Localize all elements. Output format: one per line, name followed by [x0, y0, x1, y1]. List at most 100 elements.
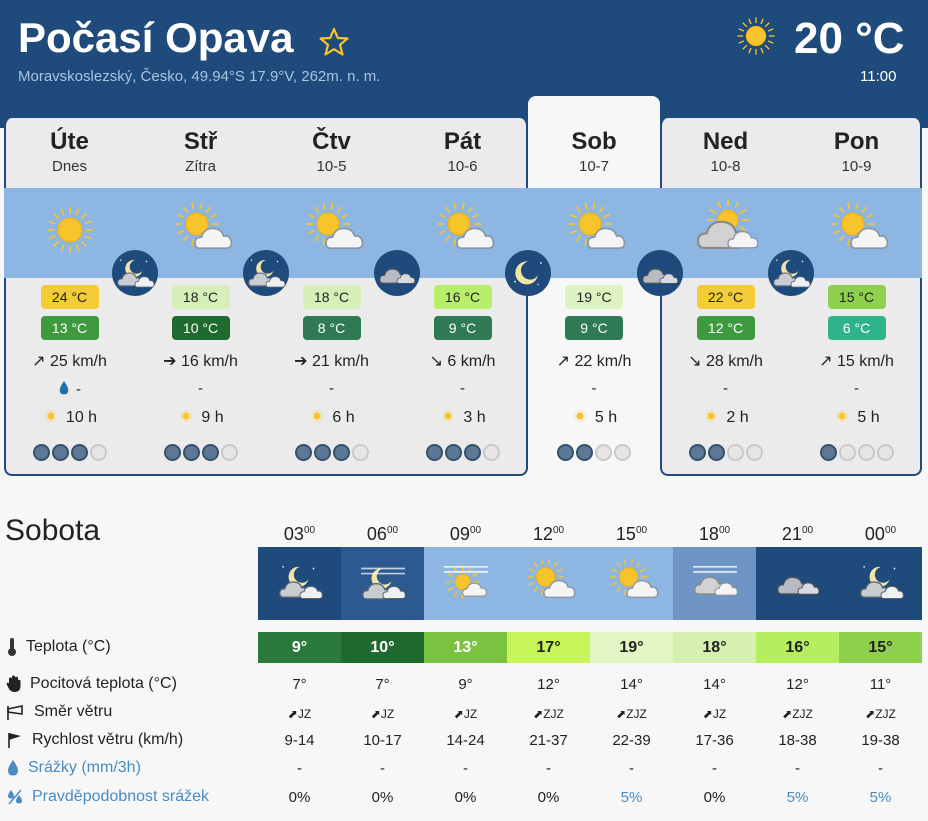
hour-precipitation: - [712, 760, 717, 777]
hour-feels-like: 9° [458, 676, 473, 693]
moon-icon [514, 261, 542, 286]
cloud-sun-icon [696, 199, 758, 249]
hour-feels-like: 11° [869, 676, 892, 693]
confidence-dot [332, 444, 350, 461]
sun-icon [441, 409, 455, 423]
hour-precipitation: - [380, 760, 385, 777]
sun-cloud-icon [610, 558, 659, 599]
hour-wind-direction: ⬈ZJZ [616, 707, 647, 721]
hour-temperature: 15° [839, 632, 922, 663]
hour-sky-cell [839, 547, 922, 620]
confidence-dot [614, 444, 631, 461]
wind-speed: 22 km/h [574, 353, 632, 370]
moon-cloud-icon [860, 565, 904, 600]
sun-cloud-icon [436, 202, 494, 250]
wind-direction-arrow-icon: ⬈ [370, 707, 381, 721]
moon-cloud-icon [279, 565, 323, 600]
day-column[interactable]: Stř Zítra 18 °C 10 °C ➔ 16 km/h - 9 h [135, 118, 266, 476]
day-date: 10-6 [447, 158, 478, 175]
min-temperature: 13 °C [40, 316, 99, 340]
star-icon[interactable] [318, 26, 350, 58]
wind-info: ↘ 28 km/h [660, 351, 791, 371]
min-temperature: 10 °C [171, 316, 230, 340]
wind-speed: 25 km/h [49, 353, 107, 370]
day-column[interactable]: Pát 10-6 16 °C 9 °C ↘ 6 km/h - 3 h [397, 118, 528, 476]
hour-label: 0300 [283, 524, 316, 544]
drop-icon [8, 760, 18, 776]
precipitation: - [329, 380, 334, 397]
max-temperature: 18 °C [171, 285, 230, 309]
confidence-dot [726, 444, 744, 461]
day-column[interactable]: Čtv 10-5 18 °C 8 °C ➔ 21 km/h - 6 h [266, 118, 397, 476]
day-name: Ned [702, 128, 749, 155]
wind-info: ↗ 15 km/h [791, 351, 922, 371]
sun-icon [573, 409, 587, 423]
sun-cloud-icon [174, 202, 232, 250]
fog-cloud-icon [693, 565, 738, 596]
wind-direction-arrow-icon: ⬈ [533, 707, 544, 721]
min-temperature: 9 °C [565, 316, 623, 340]
sun-cloud-icon [568, 202, 626, 250]
hour-temperature: 18° [673, 632, 756, 663]
forecast-confidence [557, 444, 631, 461]
confidence-dot [444, 444, 462, 461]
row-label-precipitation: Srážky (mm/3h) [6, 759, 141, 777]
wind-info: ➔ 16 km/h [135, 351, 266, 371]
moon-cloud-icon [248, 259, 286, 288]
sunshine-hours: 10 h [4, 407, 135, 427]
hour-precip-probability: 0% [703, 789, 726, 806]
hour-temperature: 13° [424, 632, 507, 663]
sunshine-hours: 5 h [528, 407, 660, 427]
day-date: 10-7 [578, 158, 610, 175]
confidence-dot [745, 444, 763, 461]
current-time: 11:00 [860, 68, 897, 85]
max-temperature: 15 °C [827, 285, 886, 309]
max-temperature: 18 °C [302, 285, 361, 309]
forecast-confidence [294, 444, 369, 461]
hour-precipitation: - [629, 760, 634, 777]
wind-speed: 15 km/h [836, 353, 894, 370]
hour-temperature: 17° [507, 632, 590, 663]
wind-direction-arrow-icon: ⬈ [616, 707, 627, 721]
hour-sky-cell [258, 547, 341, 620]
row-label-feels-like: Pocitová teplota (°C) [6, 675, 177, 693]
hour-label: 1200 [532, 524, 565, 544]
hour-sky-cell [673, 547, 756, 620]
forecast-confidence [688, 444, 763, 461]
moon-cloud-icon [773, 259, 811, 288]
day-column[interactable]: Úte Dnes 24 °C 13 °C ↗ 25 km/h - 10 h [4, 118, 135, 476]
hourly-icons-strip [258, 547, 922, 620]
sunshine-hours: 5 h [791, 407, 922, 427]
confidence-dot [89, 444, 107, 461]
wind-arrow-icon: ➔ [294, 353, 308, 370]
hour-sky-cell [341, 547, 424, 620]
day-column[interactable]: Sob 10-7 19 °C 9 °C ↗ 22 km/h - 5 h [528, 118, 660, 476]
night-icon [637, 250, 683, 296]
confidence-dot [482, 444, 500, 461]
sun-icon [737, 17, 775, 55]
hour-precip-probability: 5% [786, 789, 809, 806]
moon-cloud-icon [117, 259, 155, 288]
confidence-dot [595, 444, 612, 461]
sun-icon [310, 409, 324, 423]
confidence-dot [857, 444, 875, 461]
confidence-dot [201, 444, 219, 461]
hour-precip-probability: 0% [537, 789, 560, 806]
hour-wind-speed: 14-24 [446, 732, 485, 749]
precipitation: - [854, 380, 859, 397]
wind-arrow-icon: ↗ [556, 353, 571, 370]
confidence-dot [876, 444, 894, 461]
confidence-dot [70, 444, 88, 461]
day-column[interactable]: Ned 10-8 22 °C 12 °C ↘ 28 km/h - 2 h [660, 118, 791, 476]
precipitation: - [460, 380, 465, 397]
day-name: Sob [571, 128, 617, 155]
hour-precip-probability: 5% [620, 789, 643, 806]
hour-wind-speed: 9-14 [284, 732, 315, 749]
night-icon [243, 250, 289, 296]
day-name: Čtv [312, 128, 351, 155]
confidence-dot [313, 444, 331, 461]
day-column[interactable]: Pon 10-9 15 °C 6 °C ↗ 15 km/h - 5 h [791, 118, 922, 476]
hour-feels-like: 14° [620, 676, 643, 693]
wind-direction-arrow-icon: ⬈ [782, 707, 793, 721]
confidence-dot [425, 444, 443, 461]
